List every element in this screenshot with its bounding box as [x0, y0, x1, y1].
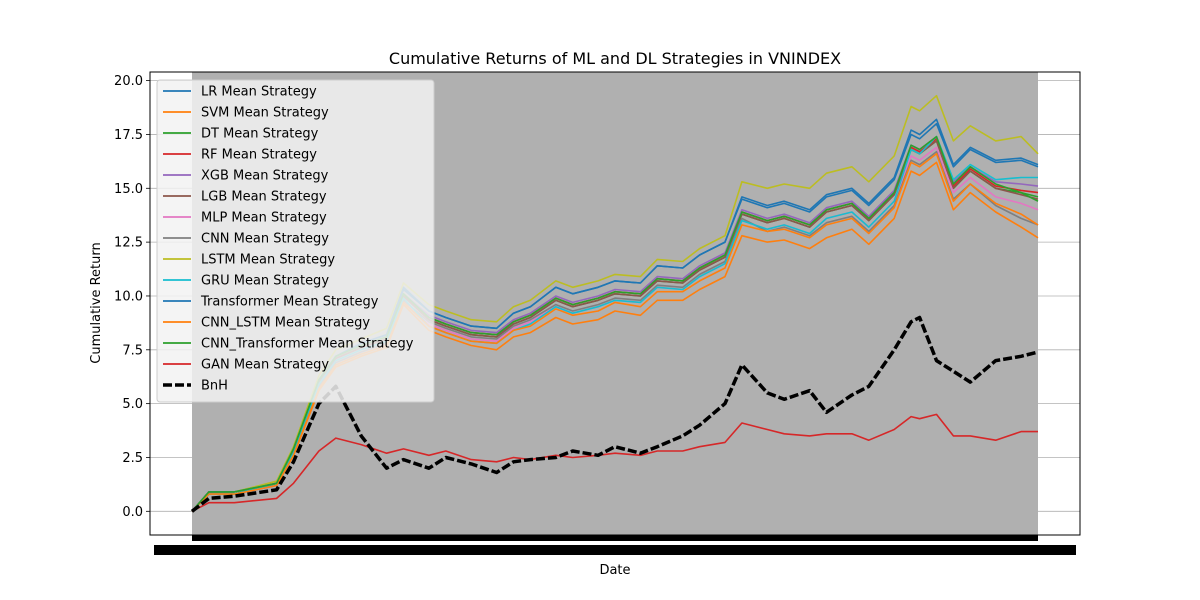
legend-entry-label: CNN_Transformer Mean Strategy — [201, 337, 414, 352]
legend-entry-label: GAN Mean Strategy — [201, 358, 329, 373]
y-tick-label: 20.0 — [114, 74, 143, 89]
legend-entry-label: Transformer Mean Strategy — [200, 295, 379, 310]
legend-box — [156, 79, 435, 403]
legend-entry-label: XGB Mean Strategy — [201, 169, 329, 184]
legend-entry-label: CNN Mean Strategy — [201, 232, 329, 247]
y-tick-label: 17.5 — [114, 128, 143, 143]
legend-entry-label: LGB Mean Strategy — [201, 190, 327, 205]
axes-frame — [149, 71, 1081, 536]
y-tick-label: 0.0 — [122, 505, 143, 520]
series-line-bnh — [190, 315, 1039, 513]
y-tick-label: 10.0 — [114, 289, 143, 304]
y-axis-label: Cumulative Return — [89, 242, 104, 363]
chart-title: Cumulative Returns of ML and DL Strategi… — [389, 49, 841, 68]
legend-entry-label: MLP Mean Strategy — [201, 211, 327, 226]
y-tick-label: 5.0 — [122, 397, 143, 412]
legend-entry-label: GRU Mean Strategy — [201, 274, 329, 289]
y-tick-label: 12.5 — [114, 236, 143, 251]
legend-entry-label: LSTM Mean Strategy — [201, 253, 335, 268]
legend-entry-label: CNN_LSTM Mean Strategy — [201, 316, 370, 331]
y-tick-label: 15.0 — [114, 182, 143, 197]
legend-entry-label: BnH — [201, 379, 228, 394]
x-axis-label: Date — [599, 563, 630, 578]
legend: LR Mean Strategy SVM Mean Strategy DT Mean… — [156, 79, 435, 403]
series-line — [191, 413, 1038, 513]
legend-entry-label: DT Mean Strategy — [201, 127, 319, 142]
y-tick-label: 2.5 — [122, 451, 143, 466]
legend-entry-label: LR Mean Strategy — [201, 85, 317, 100]
x-tick-marks-dense — [192, 535, 1038, 541]
x-tick-labels-overlapping — [154, 545, 1076, 555]
legend-entry-label: RF Mean Strategy — [201, 148, 317, 163]
y-tick-label: 7.5 — [122, 343, 143, 358]
legend-entry-label: SVM Mean Strategy — [201, 106, 329, 121]
